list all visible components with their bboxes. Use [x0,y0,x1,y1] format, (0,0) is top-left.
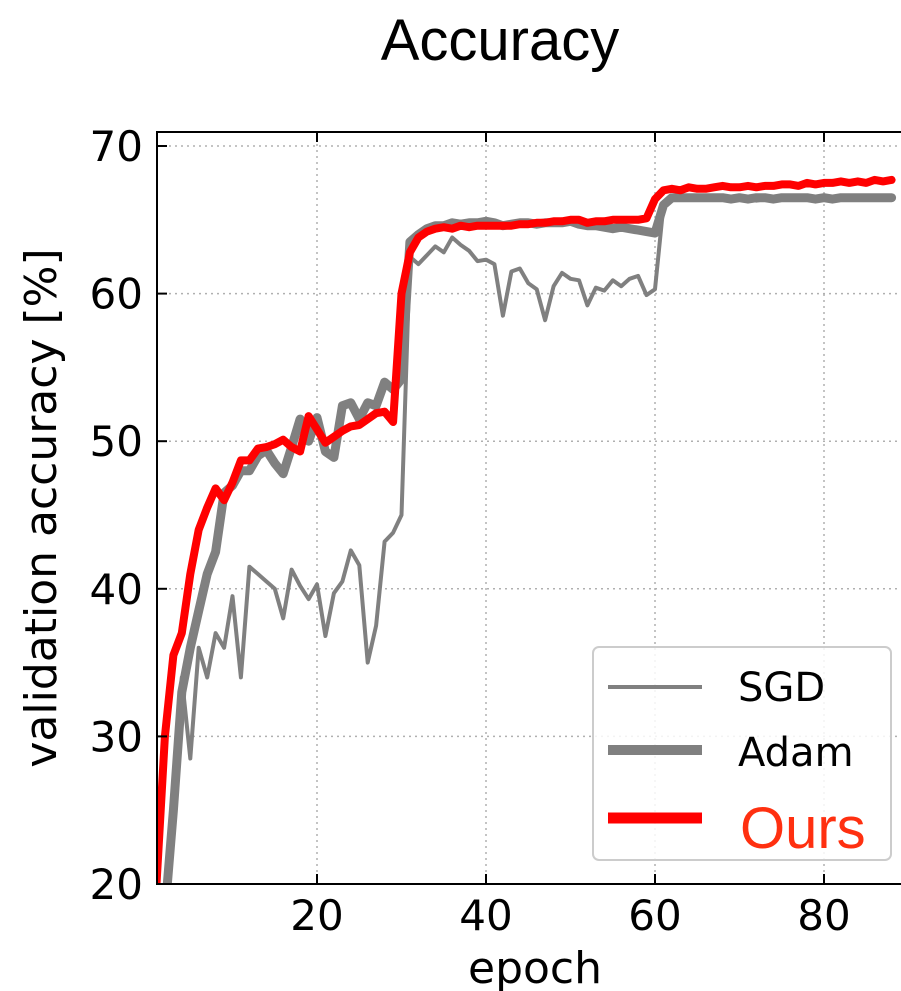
legend-box [592,646,892,861]
x-tick-label-20: 20 [290,891,343,940]
legend-label-sgd: SGD [738,665,825,711]
y-tick-label-70: 70 [90,122,143,171]
x-tick-label-80: 80 [797,891,850,940]
plot-area-frame [156,131,901,885]
x-tick-label-60: 60 [628,891,681,940]
y-tick-label-40: 40 [90,565,143,614]
chart-title: Accuracy [381,8,620,73]
y-tick-label-60: 60 [90,270,143,319]
x-axis-label: epoch [468,943,602,991]
series-line-sgd [164,195,894,884]
series-lines [157,175,897,884]
legend: SGD Adam Ours [592,646,892,861]
legend-label-adam: Adam [738,730,854,776]
x-tick-label-40: 40 [459,891,512,940]
y-axis-label: validation accuracy [%] [16,248,67,767]
axis-ticks: 20 40 60 80 20 30 40 50 60 70 [90,122,851,940]
y-tick-label-50: 50 [90,417,143,466]
series-line-ours [157,175,896,884]
legend-label-ours: Ours [740,796,866,861]
y-tick-label-30: 30 [90,712,143,761]
y-tick-label-20: 20 [90,860,143,909]
